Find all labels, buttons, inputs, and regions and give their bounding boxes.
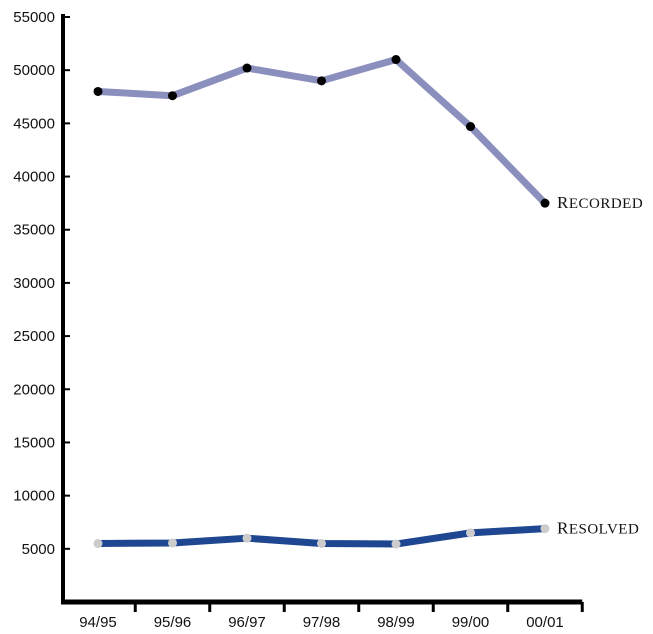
series-labels: RECORDED RESOLVED xyxy=(557,193,643,537)
data-point-recorded xyxy=(540,198,550,208)
x-tick-label: 97/98 xyxy=(303,614,341,631)
y-tick-label: 50000 xyxy=(13,62,55,79)
data-point-resolved xyxy=(317,539,326,548)
x-tick-label: 00/01 xyxy=(526,614,564,631)
y-tick-label: 30000 xyxy=(13,275,55,292)
y-tick-label: 20000 xyxy=(13,381,55,398)
y-tick-label: 55000 xyxy=(13,9,55,26)
data-point-recorded xyxy=(242,63,252,73)
data-point-resolved xyxy=(540,524,550,534)
x-axis: 94/95 95/96 96/97 97/98 98/99 99/00 00/01 xyxy=(61,599,584,631)
y-tick-label: 35000 xyxy=(13,222,55,239)
y-axis: 5000 10000 15000 20000 25000 30000 35000 40000 4… xyxy=(13,9,70,604)
data-point-recorded xyxy=(168,91,177,101)
y-tick-label: 15000 xyxy=(13,434,55,451)
data-point-resolved xyxy=(242,533,252,543)
y-tick-label: 40000 xyxy=(13,169,55,186)
x-tick-label: 96/97 xyxy=(228,614,266,631)
data-point-resolved xyxy=(168,538,177,548)
series-lines xyxy=(93,55,550,549)
data-point-recorded xyxy=(93,86,103,96)
data-point-resolved xyxy=(93,539,103,548)
x-tick-label: 95/96 xyxy=(154,614,192,631)
y-tick-label: 10000 xyxy=(13,488,55,505)
y-tick-label: 25000 xyxy=(13,328,55,345)
data-point-recorded xyxy=(466,122,475,132)
series-label-recorded: RECORDED xyxy=(557,193,643,212)
data-point-recorded xyxy=(317,76,326,86)
data-point-resolved xyxy=(391,539,401,549)
y-tick-label: 45000 xyxy=(13,115,55,132)
x-tick-label: 94/95 xyxy=(79,614,117,631)
y-tick-label: 5000 xyxy=(22,541,55,558)
series-label-resolved: RESOLVED xyxy=(557,519,639,538)
data-point-resolved xyxy=(466,528,475,538)
x-tick-label: 99/00 xyxy=(452,614,490,631)
data-point-recorded xyxy=(391,55,401,65)
x-tick-label: 98/99 xyxy=(377,614,415,631)
